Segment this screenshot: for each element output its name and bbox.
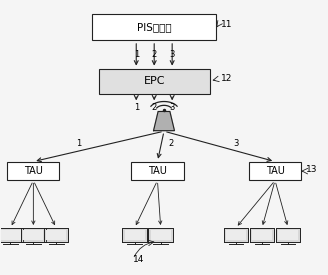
Text: 1: 1	[133, 103, 139, 112]
Text: 1: 1	[133, 50, 139, 59]
FancyBboxPatch shape	[278, 230, 298, 240]
Text: 14: 14	[133, 255, 144, 264]
FancyBboxPatch shape	[21, 229, 46, 242]
Text: 11: 11	[221, 20, 233, 29]
FancyBboxPatch shape	[0, 229, 23, 242]
Text: 3: 3	[170, 50, 175, 59]
Text: TAU: TAU	[266, 166, 284, 176]
FancyBboxPatch shape	[131, 162, 184, 180]
FancyBboxPatch shape	[46, 230, 66, 240]
Text: PIS服务器: PIS服务器	[137, 22, 172, 32]
FancyBboxPatch shape	[224, 229, 248, 242]
FancyBboxPatch shape	[44, 229, 69, 242]
FancyBboxPatch shape	[125, 230, 145, 240]
Text: TAU: TAU	[24, 166, 43, 176]
Text: 12: 12	[221, 75, 233, 83]
Text: 13: 13	[306, 165, 318, 174]
Polygon shape	[154, 111, 174, 131]
FancyBboxPatch shape	[250, 229, 274, 242]
Text: 3: 3	[233, 139, 238, 148]
FancyBboxPatch shape	[149, 229, 173, 242]
Text: 2: 2	[152, 103, 157, 112]
FancyBboxPatch shape	[92, 14, 216, 40]
FancyBboxPatch shape	[276, 229, 300, 242]
FancyBboxPatch shape	[99, 69, 210, 94]
FancyBboxPatch shape	[151, 230, 171, 240]
Text: 3: 3	[170, 103, 175, 112]
Text: 2: 2	[152, 50, 157, 59]
FancyBboxPatch shape	[7, 162, 59, 180]
FancyBboxPatch shape	[23, 230, 43, 240]
Text: EPC: EPC	[143, 76, 165, 86]
Text: TAU: TAU	[148, 166, 167, 176]
FancyBboxPatch shape	[0, 230, 21, 240]
Text: 2: 2	[168, 139, 173, 148]
FancyBboxPatch shape	[122, 229, 147, 242]
Text: 1: 1	[76, 139, 82, 148]
FancyBboxPatch shape	[249, 162, 301, 180]
FancyBboxPatch shape	[226, 230, 246, 240]
FancyBboxPatch shape	[252, 230, 272, 240]
